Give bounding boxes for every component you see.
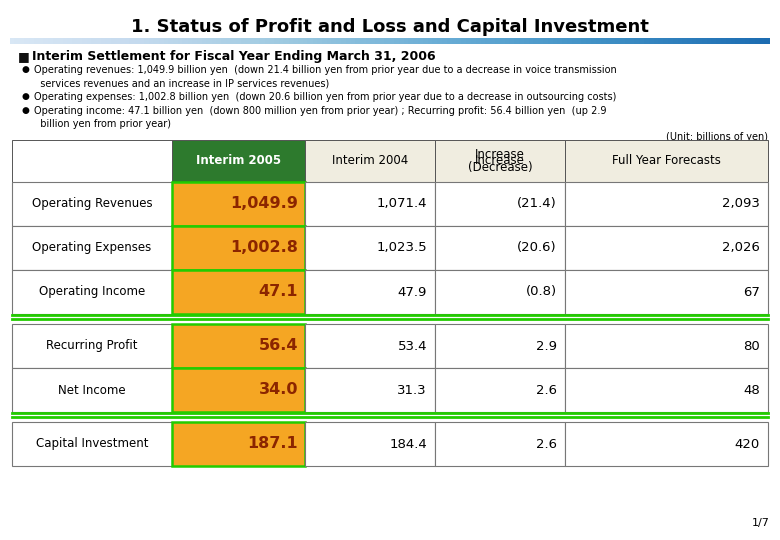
Text: ●: ● xyxy=(22,92,30,101)
Text: 2.6: 2.6 xyxy=(536,383,557,396)
Text: 184.4: 184.4 xyxy=(389,437,427,450)
Bar xyxy=(565,324,768,368)
Text: Net Income: Net Income xyxy=(58,383,126,396)
Text: Increase: Increase xyxy=(475,154,525,167)
Bar xyxy=(172,368,305,412)
Bar xyxy=(435,140,565,182)
Text: 1,049.9: 1,049.9 xyxy=(230,197,298,212)
Text: Interim 2004: Interim 2004 xyxy=(332,154,408,167)
Bar xyxy=(565,140,768,182)
Bar xyxy=(12,140,172,182)
Text: services revenues and an increase in IP services revenues): services revenues and an increase in IP … xyxy=(34,78,329,88)
Bar xyxy=(305,368,435,412)
Bar xyxy=(305,270,435,314)
Text: 2,093: 2,093 xyxy=(722,198,760,211)
Text: ●: ● xyxy=(22,65,30,74)
Text: Increase: Increase xyxy=(475,147,525,160)
Bar xyxy=(172,270,305,314)
Text: Recurring Profit: Recurring Profit xyxy=(46,340,138,353)
Bar xyxy=(435,182,565,226)
Bar xyxy=(305,182,435,226)
Bar xyxy=(12,422,172,466)
Bar xyxy=(172,324,305,368)
Bar xyxy=(435,368,565,412)
Text: 48: 48 xyxy=(743,383,760,396)
Bar xyxy=(565,270,768,314)
Bar xyxy=(12,270,172,314)
Bar xyxy=(565,182,768,226)
Bar xyxy=(305,226,435,270)
Text: Operating Expenses: Operating Expenses xyxy=(33,241,151,254)
Bar xyxy=(12,368,172,412)
Text: billion yen from prior year): billion yen from prior year) xyxy=(34,119,171,129)
Bar xyxy=(172,182,305,226)
Text: ●: ● xyxy=(22,106,30,115)
Text: 2,026: 2,026 xyxy=(722,241,760,254)
Text: 420: 420 xyxy=(735,437,760,450)
Bar xyxy=(305,422,435,466)
Text: (0.8): (0.8) xyxy=(526,286,557,299)
Text: Operating income: 47.1 billion yen  (down 800 million yen from prior year) ; Rec: Operating income: 47.1 billion yen (down… xyxy=(34,106,607,116)
Text: 1,023.5: 1,023.5 xyxy=(377,241,427,254)
Text: 47.9: 47.9 xyxy=(398,286,427,299)
Bar xyxy=(435,270,565,314)
Text: 56.4: 56.4 xyxy=(258,339,298,354)
Bar xyxy=(12,226,172,270)
Text: Full Year Forecasts: Full Year Forecasts xyxy=(612,154,721,167)
Bar xyxy=(435,422,565,466)
Text: (Decrease): (Decrease) xyxy=(468,161,532,174)
Text: 1. Status of Profit and Loss and Capital Investment: 1. Status of Profit and Loss and Capital… xyxy=(131,18,649,36)
Text: 34.0: 34.0 xyxy=(258,382,298,397)
Text: 2.6: 2.6 xyxy=(536,437,557,450)
Text: Operating revenues: 1,049.9 billion yen  (down 21.4 billion yen from prior year : Operating revenues: 1,049.9 billion yen … xyxy=(34,65,617,75)
Bar xyxy=(565,368,768,412)
Text: 1,002.8: 1,002.8 xyxy=(230,240,298,255)
Bar xyxy=(172,226,305,270)
Text: (21.4): (21.4) xyxy=(517,198,557,211)
Text: Interim Settlement for Fiscal Year Ending March 31, 2006: Interim Settlement for Fiscal Year Endin… xyxy=(32,50,435,63)
Text: 1/7: 1/7 xyxy=(752,518,770,528)
Bar xyxy=(172,140,305,182)
Text: Interim 2005: Interim 2005 xyxy=(196,154,281,167)
Bar xyxy=(565,422,768,466)
Bar xyxy=(305,140,435,182)
Text: Capital Investment: Capital Investment xyxy=(36,437,148,450)
Text: 1,071.4: 1,071.4 xyxy=(377,198,427,211)
Text: (Unit: billions of yen): (Unit: billions of yen) xyxy=(666,132,768,142)
Text: 2.9: 2.9 xyxy=(536,340,557,353)
Text: 187.1: 187.1 xyxy=(247,436,298,451)
Text: 47.1: 47.1 xyxy=(258,285,298,300)
Text: Operating expenses: 1,002.8 billion yen  (down 20.6 billion yen from prior year : Operating expenses: 1,002.8 billion yen … xyxy=(34,92,616,102)
Bar xyxy=(435,324,565,368)
Text: 67: 67 xyxy=(743,286,760,299)
Bar xyxy=(172,422,305,466)
Bar xyxy=(565,226,768,270)
Text: Operating Revenues: Operating Revenues xyxy=(32,198,152,211)
Text: ■: ■ xyxy=(18,50,30,63)
Text: Operating Income: Operating Income xyxy=(39,286,145,299)
Bar xyxy=(12,182,172,226)
Text: 53.4: 53.4 xyxy=(398,340,427,353)
Bar xyxy=(305,324,435,368)
Text: 31.3: 31.3 xyxy=(397,383,427,396)
Bar xyxy=(435,226,565,270)
Text: 80: 80 xyxy=(743,340,760,353)
Bar xyxy=(12,324,172,368)
Text: (20.6): (20.6) xyxy=(517,241,557,254)
